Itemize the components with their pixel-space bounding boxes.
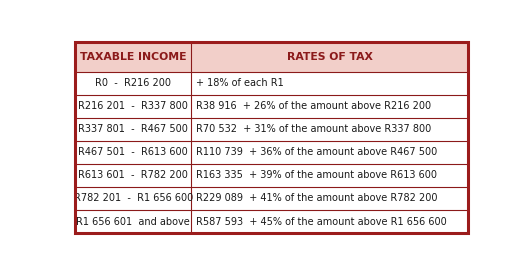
Bar — [75, 72, 468, 95]
Bar — [75, 164, 468, 187]
Text: R587 593  + 45% of the amount above R1 656 600: R587 593 + 45% of the amount above R1 65… — [196, 217, 447, 227]
Text: RATES OF TAX: RATES OF TAX — [287, 52, 373, 62]
Text: R1 656 601  and above: R1 656 601 and above — [76, 217, 190, 227]
Text: R70 532  + 31% of the amount above R337 800: R70 532 + 31% of the amount above R337 8… — [196, 124, 431, 134]
Text: R0  -  R216 200: R0 - R216 200 — [95, 78, 171, 88]
Text: R337 801  -  R467 500: R337 801 - R467 500 — [78, 124, 188, 134]
Text: TAXABLE INCOME: TAXABLE INCOME — [80, 52, 187, 62]
Bar — [75, 118, 468, 141]
Text: R110 739  + 36% of the amount above R467 500: R110 739 + 36% of the amount above R467 … — [196, 147, 437, 157]
Text: R229 089  + 41% of the amount above R782 200: R229 089 + 41% of the amount above R782 … — [196, 194, 438, 204]
Text: R467 501  -  R613 600: R467 501 - R613 600 — [78, 147, 188, 157]
Text: R163 335  + 39% of the amount above R613 600: R163 335 + 39% of the amount above R613 … — [196, 170, 437, 180]
Bar — [75, 210, 468, 233]
Bar — [75, 141, 468, 164]
Text: R38 916  + 26% of the amount above R216 200: R38 916 + 26% of the amount above R216 2… — [196, 101, 431, 111]
Text: R613 601  -  R782 200: R613 601 - R782 200 — [78, 170, 188, 180]
Text: + 18% of each R1: + 18% of each R1 — [196, 78, 284, 88]
Text: R216 201  -  R337 800: R216 201 - R337 800 — [78, 101, 188, 111]
Bar — [75, 187, 468, 210]
Text: R782 201  -  R1 656 600: R782 201 - R1 656 600 — [74, 194, 193, 204]
Bar — [75, 42, 468, 72]
Bar — [75, 95, 468, 118]
